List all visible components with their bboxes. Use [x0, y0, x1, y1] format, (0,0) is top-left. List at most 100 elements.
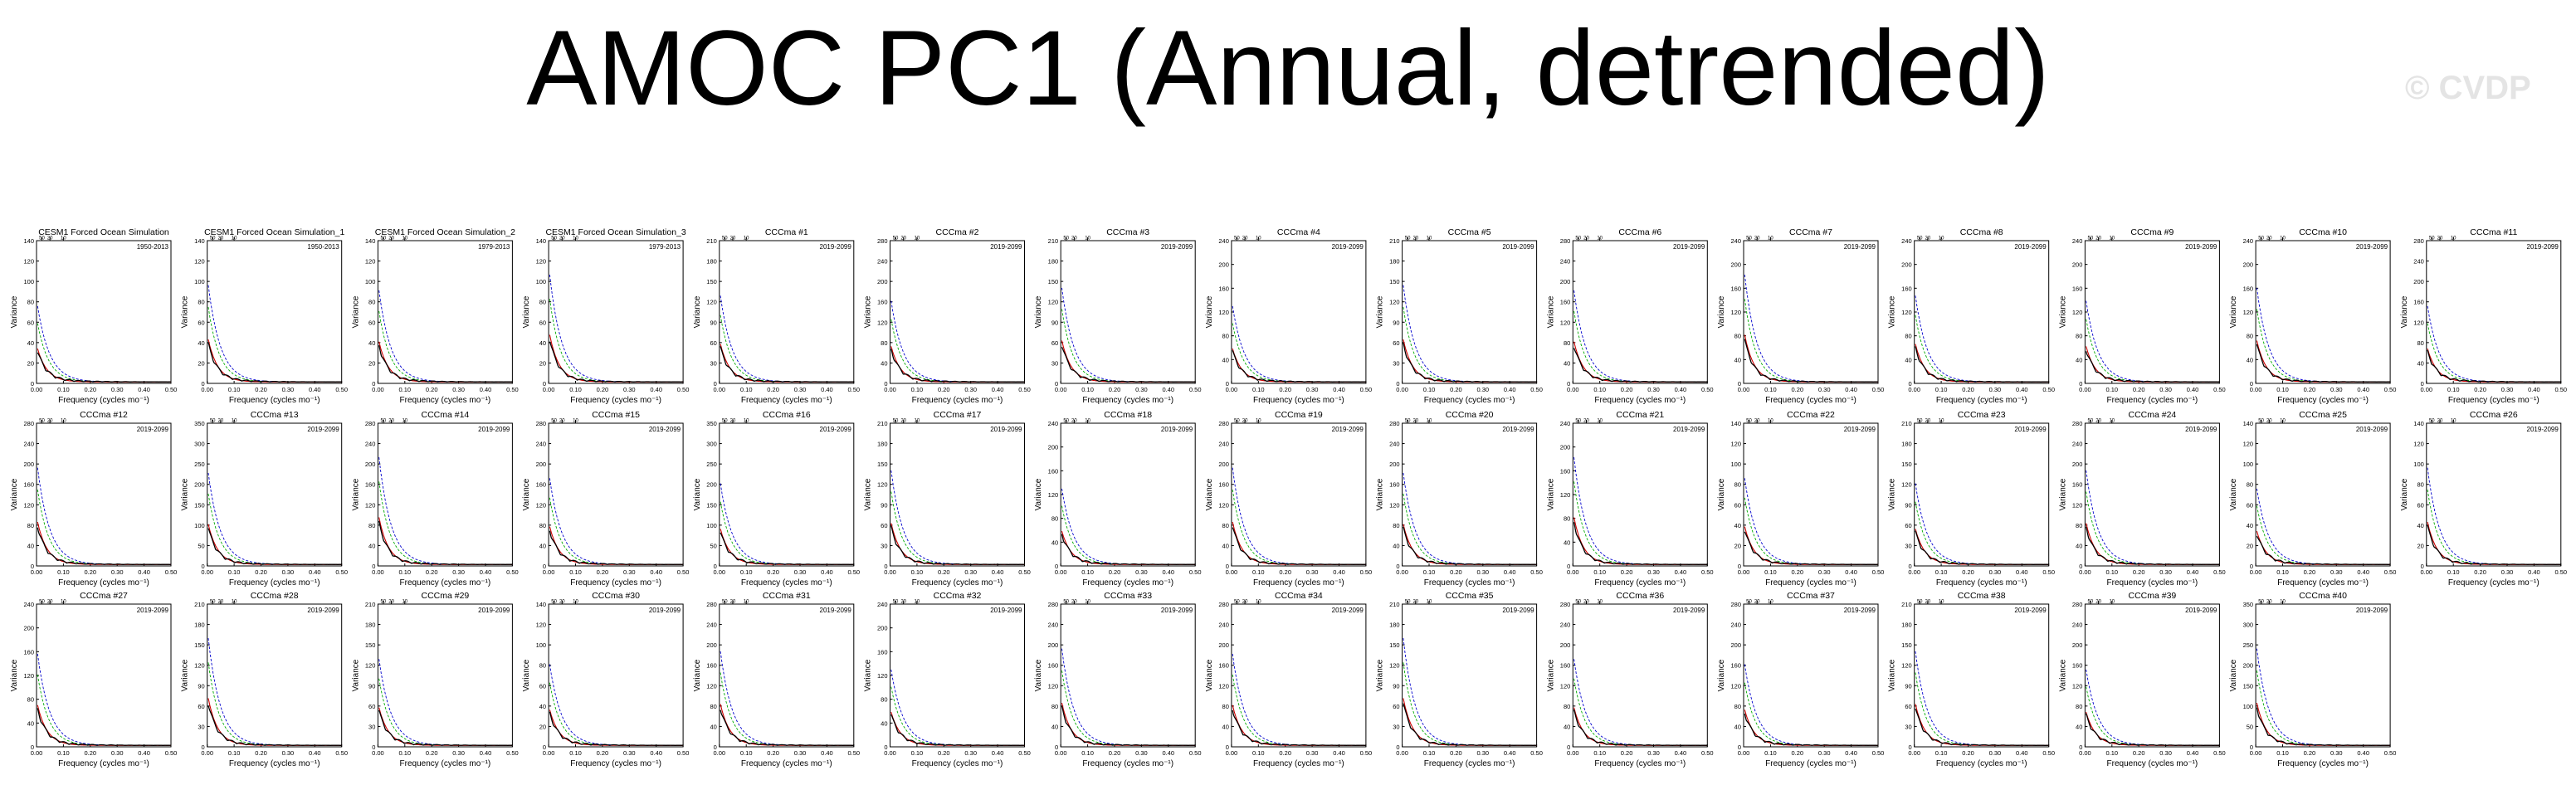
panel-title: CCCma #2	[936, 227, 979, 237]
x-tick-label: 0.00	[1908, 386, 1920, 393]
panel-years: 2019-2099	[649, 426, 681, 433]
x-tick-label: 0.40	[2187, 386, 2199, 393]
x-tick-label: 0.30	[282, 386, 295, 393]
conf-95-curve	[720, 315, 853, 383]
x-tick-label: 0.10	[57, 749, 70, 757]
x-tick-label: 0.20	[2304, 386, 2316, 393]
y-tick-label: 120	[1730, 309, 1741, 316]
period-tick-label: 20	[2266, 600, 2272, 605]
y-tick-label: 240	[877, 601, 888, 608]
panel-title: CCCma #27	[80, 591, 128, 601]
y-axis-label: Variance	[2058, 295, 2067, 328]
y-axis-label: Variance	[522, 659, 531, 691]
conf-99-curve	[1915, 651, 2048, 745]
panel-title: CCCma #38	[1958, 591, 2006, 601]
period-tick-label: 10	[2109, 600, 2115, 605]
plot-frame	[1061, 423, 1195, 566]
x-tick-label: 0.00	[543, 568, 555, 576]
period-tick-label: 50	[210, 600, 216, 605]
conf-99-curve	[379, 457, 512, 564]
x-tick-label: 0.40	[2357, 386, 2369, 393]
y-tick-label: 140	[536, 237, 547, 245]
x-tick-label: 0.10	[1081, 386, 1094, 393]
y-tick-label: 90	[1051, 319, 1058, 326]
x-tick-label: 0.30	[111, 568, 124, 576]
y-axis-label: Variance	[1888, 478, 1897, 510]
x-tick-label: 0.10	[1423, 568, 1436, 576]
x-axis-label: Frequency (cycles mo⁻¹)	[2277, 578, 2369, 588]
plot-frame	[2427, 241, 2561, 383]
spectrum-panel: CCCma #132019-209950 20 100501001502002503…	[181, 410, 348, 588]
conf-99-curve	[1574, 659, 1707, 745]
y-tick-label: 120	[2243, 309, 2254, 316]
conf-95-curve	[549, 299, 682, 382]
period-tick-label: 10	[1597, 600, 1603, 605]
y-tick-label: 40	[27, 339, 34, 347]
y-tick-label: 60	[368, 703, 375, 710]
y-tick-label: 120	[2072, 501, 2083, 509]
x-tick-label: 0.50	[1701, 386, 1714, 393]
x-tick-label: 0.40	[1333, 386, 1345, 393]
x-tick-label: 0.40	[2357, 749, 2369, 757]
x-tick-label: 0.40	[1162, 568, 1174, 576]
x-tick-label: 0.40	[1333, 749, 1345, 757]
period-tick-label: 20	[47, 600, 53, 605]
x-tick-label: 0.00	[2079, 749, 2091, 757]
conf-95-curve	[37, 675, 170, 745]
period-tick-label: 50	[1575, 600, 1581, 605]
y-tick-label: 200	[1048, 641, 1059, 649]
y-tick-label: 60	[198, 319, 204, 326]
x-tick-label: 0.40	[2528, 386, 2540, 393]
spectrum-curve	[549, 712, 682, 746]
plot-frame	[720, 423, 854, 566]
y-tick-label: 40	[1222, 356, 1229, 363]
y-tick-label: 200	[2243, 261, 2254, 269]
x-tick-label: 0.30	[1989, 386, 2002, 393]
y-tick-label: 30	[1393, 359, 1399, 367]
y-tick-label: 20	[539, 359, 546, 367]
conf-95-curve	[1915, 502, 2048, 565]
y-tick-label: 160	[1730, 285, 1741, 292]
y-tick-label: 140	[23, 237, 34, 245]
y-axis-label: Variance	[10, 659, 19, 691]
period-tick-label: 50	[39, 600, 45, 605]
period-tick-label: 20	[1583, 419, 1589, 424]
x-axis-label: Frequency (cycles mo⁻¹)	[741, 396, 832, 405]
x-tick-label: 0.30	[623, 568, 636, 576]
y-tick-label: 240	[536, 441, 547, 448]
x-tick-label: 0.50	[506, 386, 519, 393]
y-tick-label: 200	[1730, 261, 1741, 269]
plot-frame	[378, 604, 512, 747]
conf-99-curve	[720, 484, 853, 565]
period-tick-label: 20	[1754, 600, 1760, 605]
spectrum-panel: CCCma #232019-209950 20 100306090120150180…	[1888, 410, 2055, 588]
x-tick-label: 0.50	[1189, 749, 1202, 757]
y-tick-label: 80	[2417, 339, 2423, 347]
x-tick-label: 0.00	[884, 386, 896, 393]
x-tick-label: 0.20	[1962, 386, 1974, 393]
y-tick-label: 40	[1222, 542, 1229, 549]
x-axis-label: Frequency (cycles mo⁻¹)	[1424, 396, 1515, 405]
period-tick-label: 10	[1768, 236, 1773, 241]
y-tick-label: 200	[2243, 662, 2254, 670]
x-tick-label: 0.40	[2016, 568, 2028, 576]
panel-title: CESM1 Forced Ocean Simulation_3	[545, 227, 685, 237]
spectrum-curve	[891, 526, 1024, 565]
conf-95-curve	[1232, 490, 1365, 564]
panel-years: 2019-2099	[137, 426, 169, 433]
y-tick-label: 160	[365, 481, 376, 489]
x-tick-label: 0.20	[1279, 749, 1291, 757]
y-tick-label: 40	[27, 542, 34, 549]
plot-frame	[549, 423, 683, 566]
x-tick-label: 0.20	[1450, 568, 1462, 576]
panel-years: 2019-2099	[649, 607, 681, 614]
y-tick-label: 100	[23, 278, 34, 285]
conf-95-curve	[2427, 490, 2560, 564]
x-tick-label: 0.40	[650, 386, 662, 393]
y-tick-label: 120	[706, 682, 717, 690]
x-axis-label: Frequency (cycles mo⁻¹)	[570, 396, 661, 405]
red-noise-curve	[1574, 518, 1707, 565]
y-tick-label: 240	[1048, 622, 1059, 629]
y-tick-label: 150	[706, 501, 717, 509]
y-tick-label: 280	[1218, 601, 1229, 608]
